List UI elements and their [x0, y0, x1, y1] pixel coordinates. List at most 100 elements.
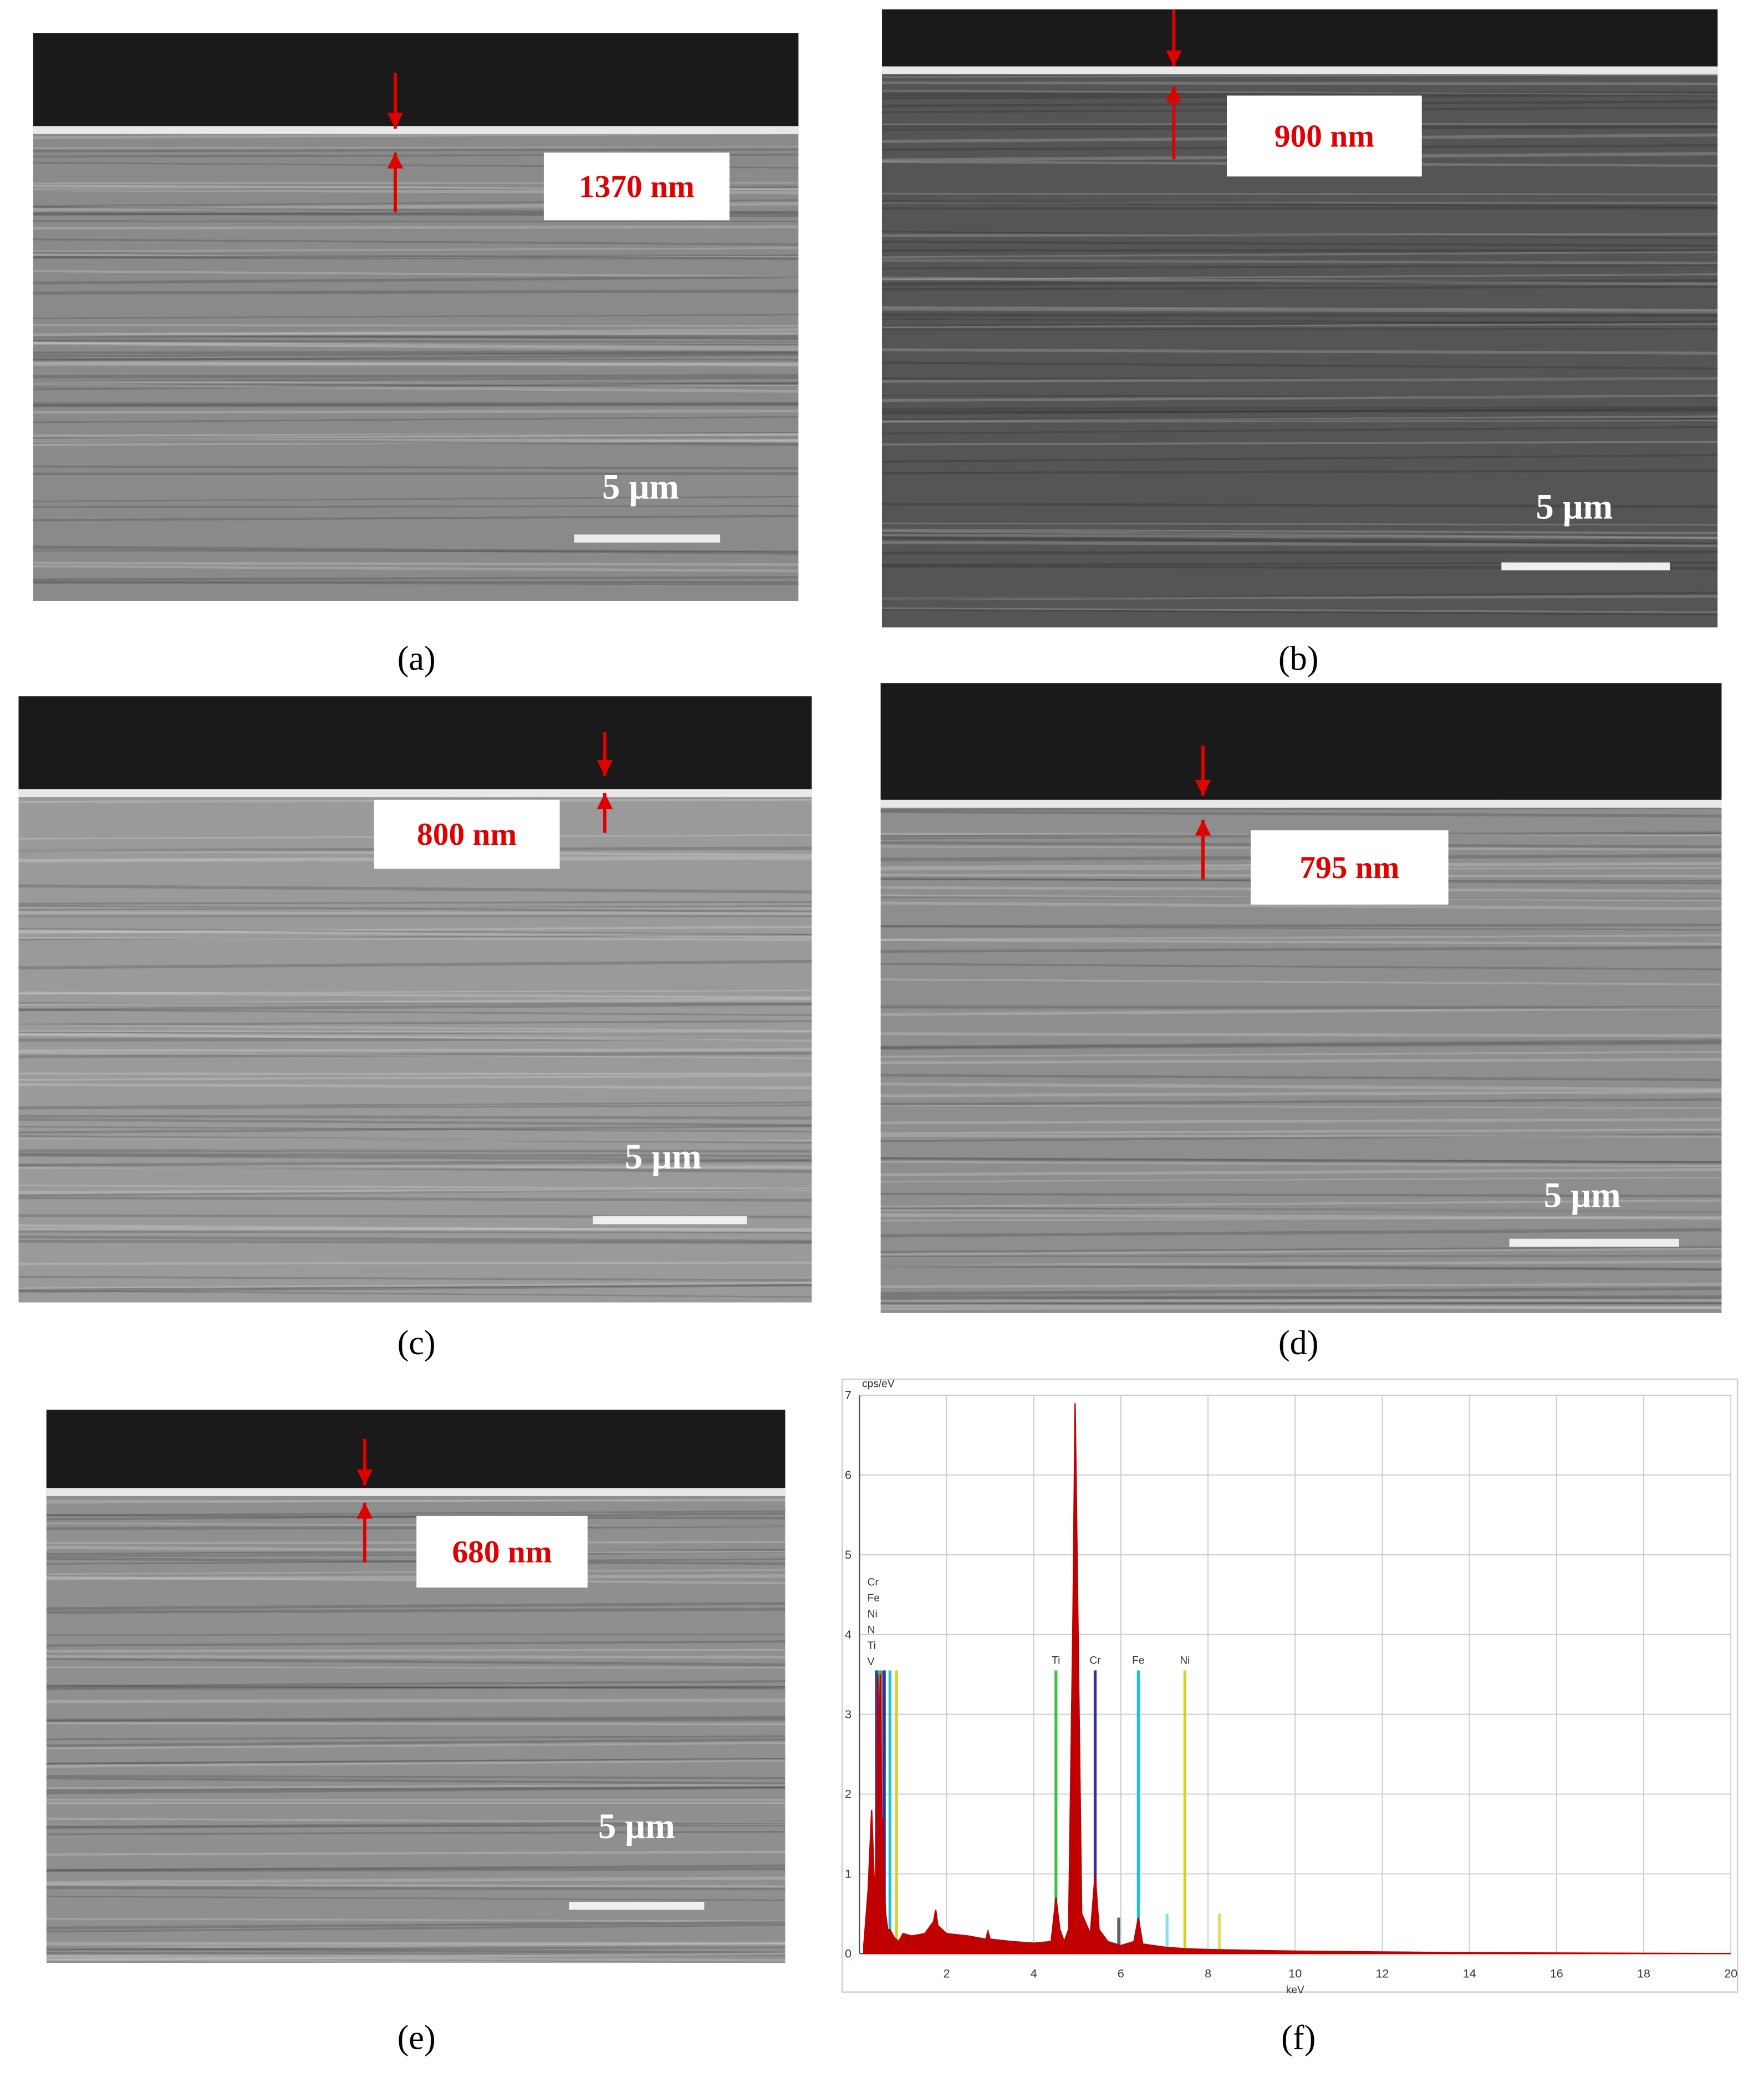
dark-band: [46, 1410, 786, 1488]
texture-streak: [33, 328, 799, 336]
texture-streak: [18, 1126, 812, 1132]
element-label: Ni: [868, 1609, 878, 1620]
texture-streak: [18, 905, 812, 911]
texture-streak: [33, 576, 799, 581]
texture-streak: [880, 1255, 1722, 1257]
dark-band: [880, 683, 1722, 800]
texture-streak: [33, 351, 799, 358]
texture-streak: [18, 1002, 812, 1005]
panel-label: (c): [397, 1324, 436, 1362]
texture-streak: [881, 323, 1718, 328]
texture-streak: [880, 1104, 1722, 1109]
scale-bar: [1509, 1238, 1679, 1247]
texture-streak: [880, 946, 1722, 953]
x-tick-label: 10: [1288, 1967, 1302, 1980]
dark-band: [882, 9, 1718, 67]
texture-streak: [880, 963, 1722, 971]
texture-streak: [18, 925, 812, 934]
label-box: [1251, 830, 1449, 905]
texture-streak: [881, 232, 1718, 237]
texture-streak: [880, 1299, 1722, 1304]
scale-bar: [574, 534, 721, 543]
texture-streak: [33, 564, 799, 573]
texture-streak: [46, 1735, 786, 1741]
texture-streak: [880, 926, 1722, 931]
texture-streak: [33, 353, 799, 362]
x-axis-label: keV: [1286, 1984, 1304, 1996]
texture-streak: [33, 238, 799, 246]
texture-streak: [18, 960, 812, 969]
texture-streak: [18, 1135, 812, 1144]
texture-streak: [881, 537, 1718, 545]
texture-streak: [18, 1052, 812, 1059]
texture-streak: [33, 496, 799, 502]
texture-streak: [46, 1777, 786, 1785]
texture-streak: [46, 1522, 786, 1528]
texture-streak: [18, 1261, 812, 1265]
texture-streak: [881, 407, 1718, 415]
texture-streak: [33, 339, 799, 345]
texture-streak: [880, 1134, 1722, 1138]
texture-streak: [880, 1042, 1722, 1050]
label-box: [374, 799, 560, 869]
texture-streak: [33, 341, 799, 349]
texture-streak: [880, 1176, 1722, 1183]
texture-streak: [881, 207, 1718, 210]
element-label: V: [868, 1656, 875, 1668]
texture-streak: [46, 1758, 786, 1765]
texture-streak: [880, 1304, 1722, 1309]
y-axis-label: cps/eV: [862, 1379, 895, 1390]
texture-streak: [881, 318, 1718, 325]
texture-streak: [18, 927, 812, 936]
texture-streak: [18, 1154, 812, 1162]
texture-streak: [46, 1952, 786, 1962]
texture-streak: [46, 1775, 786, 1779]
texture-streak: [33, 324, 799, 327]
texture-streak: [880, 810, 1722, 818]
texture-streak: [46, 1917, 786, 1922]
scale-label: 5 μm: [598, 1806, 675, 1846]
texture-streak: [46, 1820, 786, 1830]
texture-streak: [46, 1607, 786, 1614]
texture-streak: [46, 1952, 786, 1956]
texture-streak: [880, 807, 1722, 812]
texture-streak: [33, 416, 799, 423]
texture-streak: [881, 251, 1718, 258]
texture-streak: [880, 1209, 1722, 1212]
texture-streak: [46, 1882, 786, 1889]
texture-streak: [880, 1216, 1722, 1222]
element-label: Fe: [1132, 1655, 1144, 1667]
texture-streak: [33, 358, 799, 361]
texture-streak: [880, 1118, 1722, 1125]
texture-streak: [46, 1716, 786, 1722]
texture-streak: [33, 562, 799, 567]
texture-streak: [33, 545, 799, 555]
texture-streak: [18, 1284, 812, 1290]
texture-streak: [881, 609, 1718, 616]
scale-label: 5 μm: [625, 1136, 702, 1176]
texture-streak: [33, 289, 799, 295]
texture-streak: [46, 1952, 786, 1957]
texture-streak: [18, 1074, 812, 1081]
texture-streak: [46, 1498, 786, 1504]
texture-streak: [880, 1228, 1722, 1238]
texture-streak: [881, 607, 1718, 614]
texture-streak: [33, 439, 799, 447]
texture-streak: [880, 1006, 1722, 1009]
texture-streak: [18, 1033, 812, 1037]
texture-streak: [18, 1224, 812, 1232]
texture-streak: [880, 1260, 1722, 1267]
texture-streak: [46, 1921, 786, 1930]
y-tick-label: 6: [845, 1468, 852, 1482]
texture-streak: [880, 1207, 1722, 1213]
texture-streak: [880, 923, 1722, 928]
texture-streak: [18, 1164, 812, 1173]
texture-streak: [880, 1265, 1722, 1271]
panel-label: (d): [1278, 1324, 1319, 1362]
texture-streak: [881, 258, 1718, 264]
texture-streak: [881, 550, 1718, 555]
texture-streak: [881, 90, 1718, 95]
texture-streak: [46, 1541, 786, 1544]
texture-streak: [46, 1640, 786, 1647]
